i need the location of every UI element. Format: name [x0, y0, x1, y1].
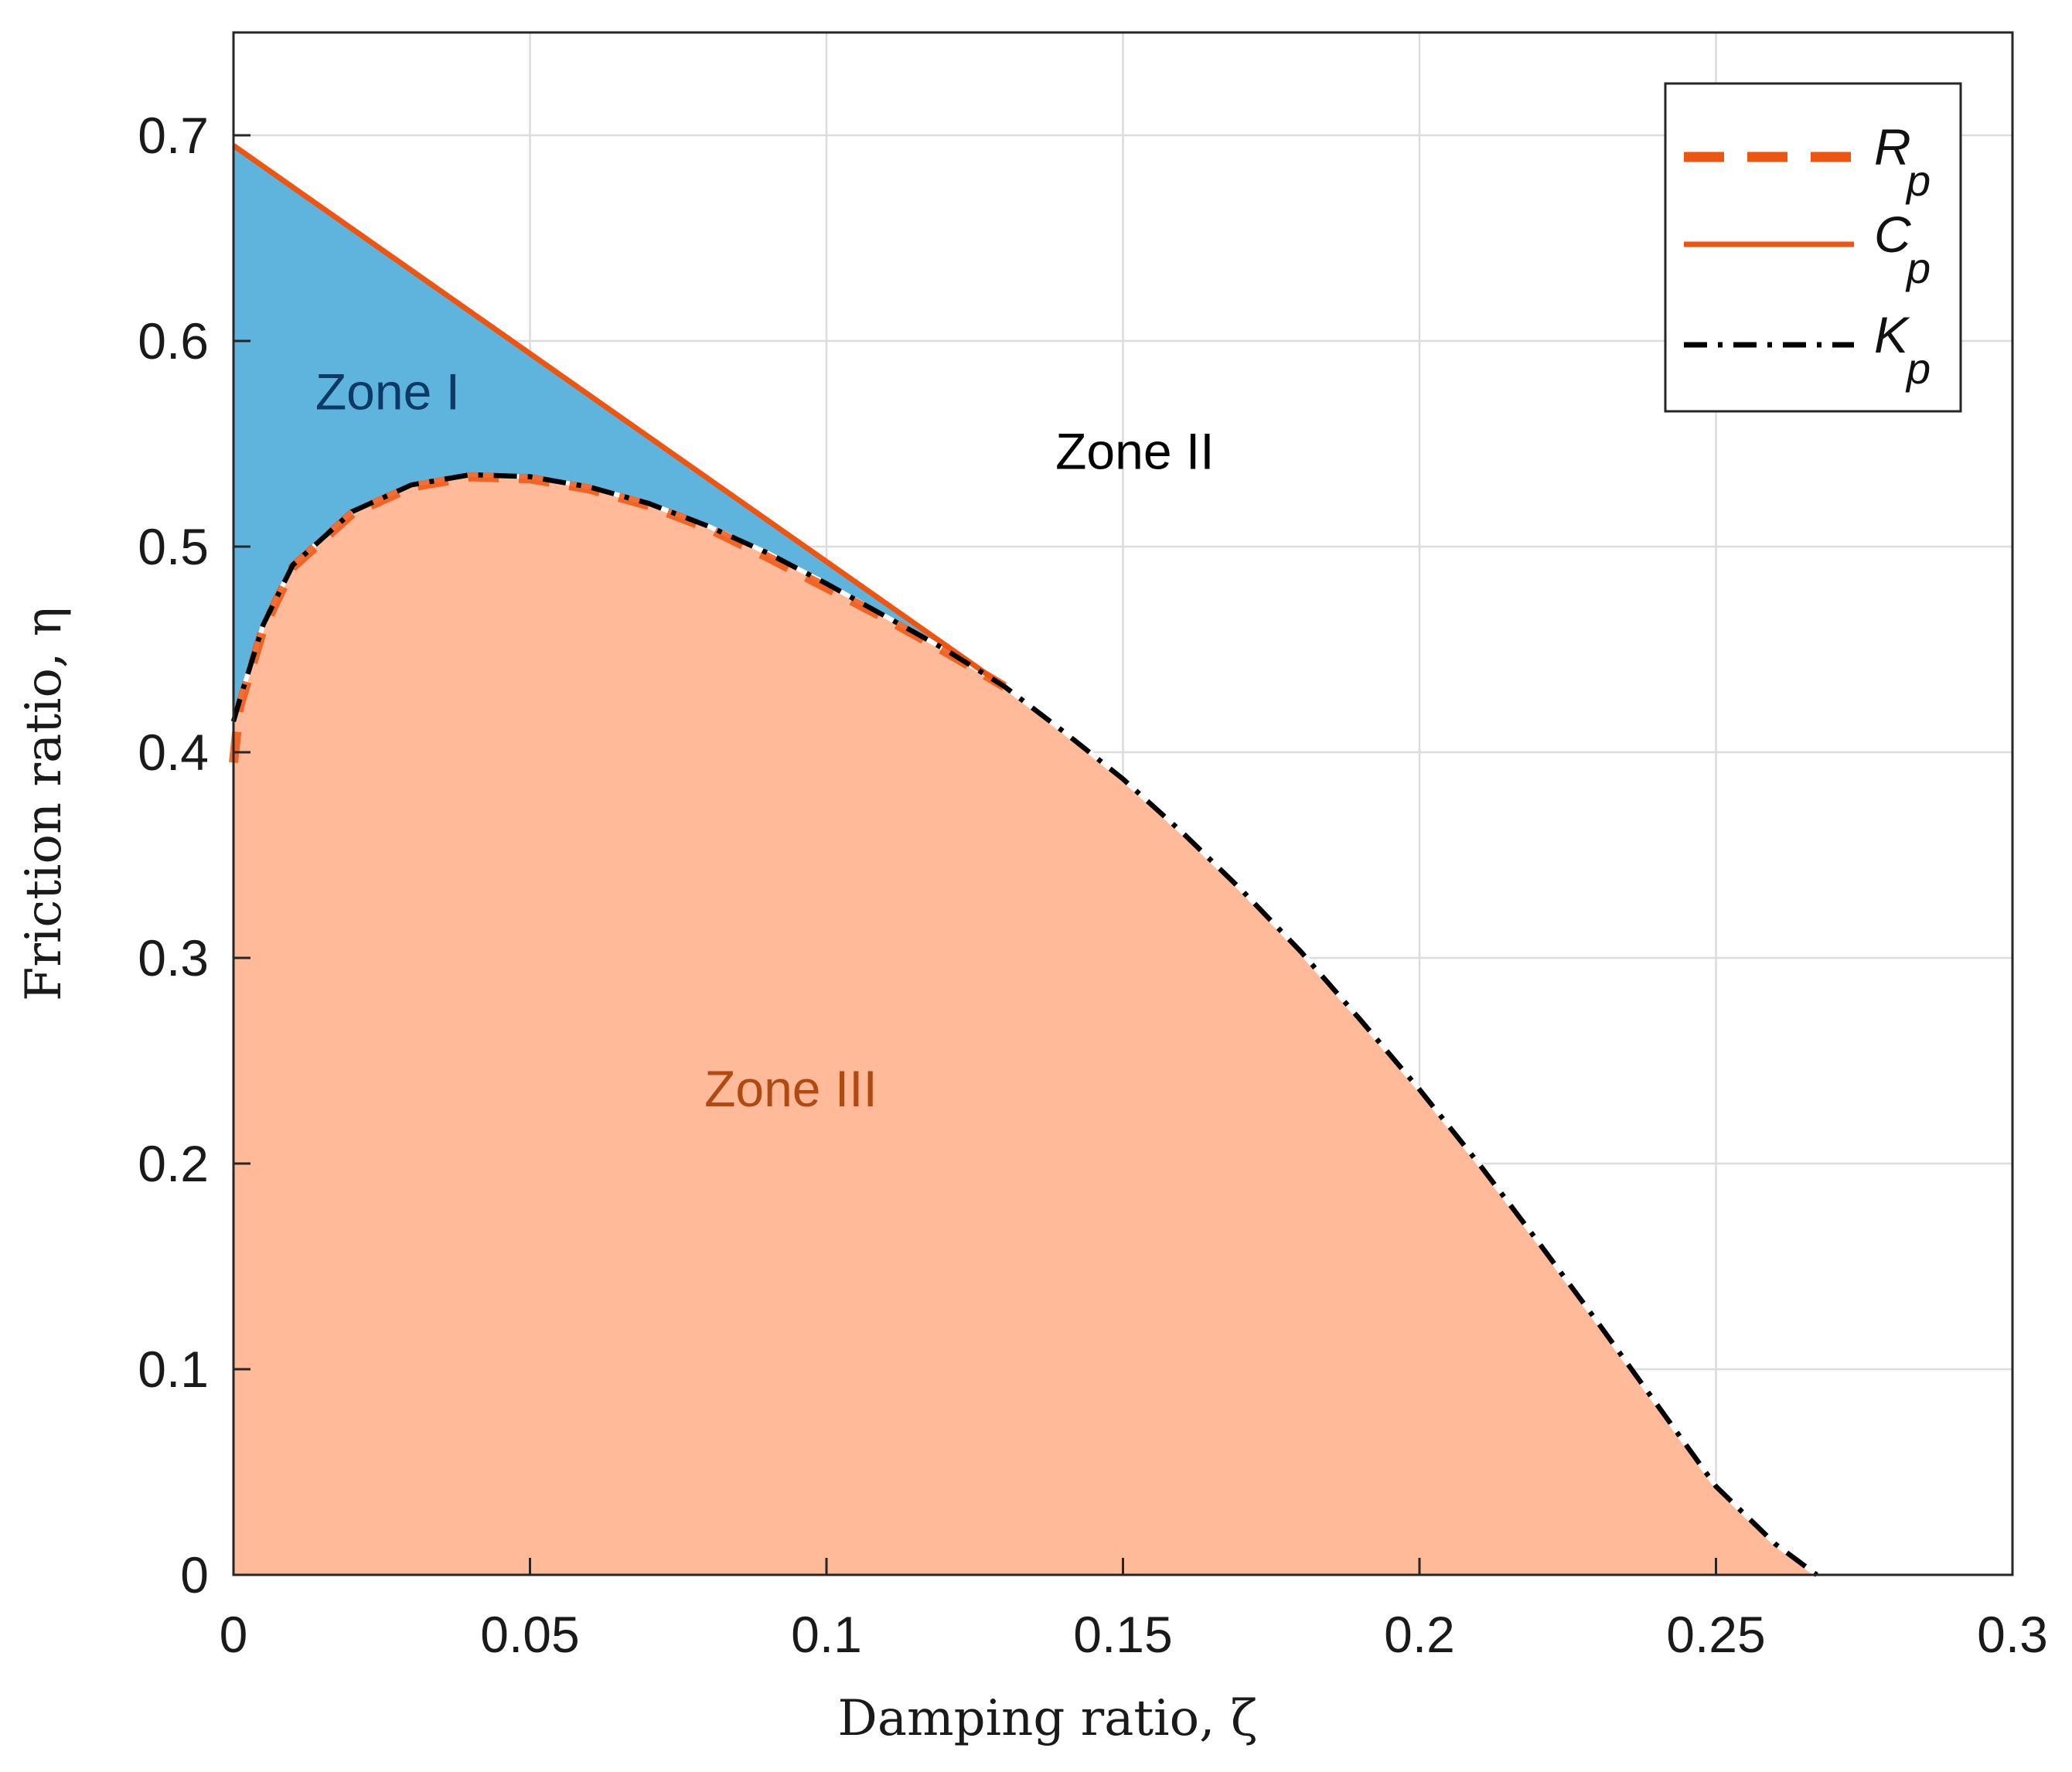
y-tick-label: 0 — [180, 1546, 209, 1603]
legend-subscript-rp: p — [1905, 156, 1931, 205]
legend-label-rp: R — [1874, 118, 1911, 175]
series-cp-line — [231, 143, 1007, 689]
x-tick-label: 0.3 — [1977, 1606, 2048, 1663]
zone-annotations: Zone I Zone II Zone III — [315, 363, 1215, 1118]
zone-2-label: Zone II — [1055, 423, 1214, 480]
x-tick-label: 0.25 — [1666, 1606, 1765, 1663]
legend-label-cp: C — [1874, 206, 1912, 263]
legend-label-kp: K — [1874, 306, 1910, 363]
x-tick-label: 0.15 — [1073, 1606, 1172, 1663]
x-tick-label: 0.05 — [480, 1606, 579, 1663]
series-rp-line — [229, 472, 1007, 763]
legend-box — [1664, 82, 1962, 413]
zone-1-fill — [233, 145, 1005, 1000]
y-tick-label: 0.6 — [138, 312, 209, 370]
series-lines — [229, 143, 1818, 1577]
zone-1-label: Zone I — [315, 363, 460, 421]
x-tick-label: 0.1 — [791, 1606, 862, 1663]
x-tick-label: 0 — [220, 1606, 248, 1663]
x-tick-label: 0.2 — [1384, 1606, 1455, 1663]
legend-subscript-cp: p — [1905, 244, 1931, 292]
legend-subscript-kp: p — [1905, 344, 1931, 393]
zone-3-label: Zone III — [704, 1060, 878, 1117]
axes — [232, 31, 2014, 1576]
y-axis-title: Friction ratio, η — [15, 607, 73, 1001]
y-tick-label: 0.2 — [138, 1135, 209, 1192]
y-tick-label: 0.5 — [138, 518, 209, 575]
y-tick-label: 0.1 — [138, 1341, 209, 1398]
tick-labels: 0 0.05 0.1 0.15 0.2 0.25 0.3 0 0.1 0.2 0.3 0.4 0.5 0.… — [138, 107, 2048, 1663]
y-tick-label: 0.4 — [138, 724, 209, 781]
y-tick-label: 0.3 — [138, 929, 209, 987]
zone-3-fill — [233, 474, 1817, 1575]
series-kp-line — [230, 472, 1818, 1577]
x-axis-title: Damping ratio, ζ — [838, 1690, 1258, 1747]
y-tick-label: 0.7 — [138, 107, 209, 164]
